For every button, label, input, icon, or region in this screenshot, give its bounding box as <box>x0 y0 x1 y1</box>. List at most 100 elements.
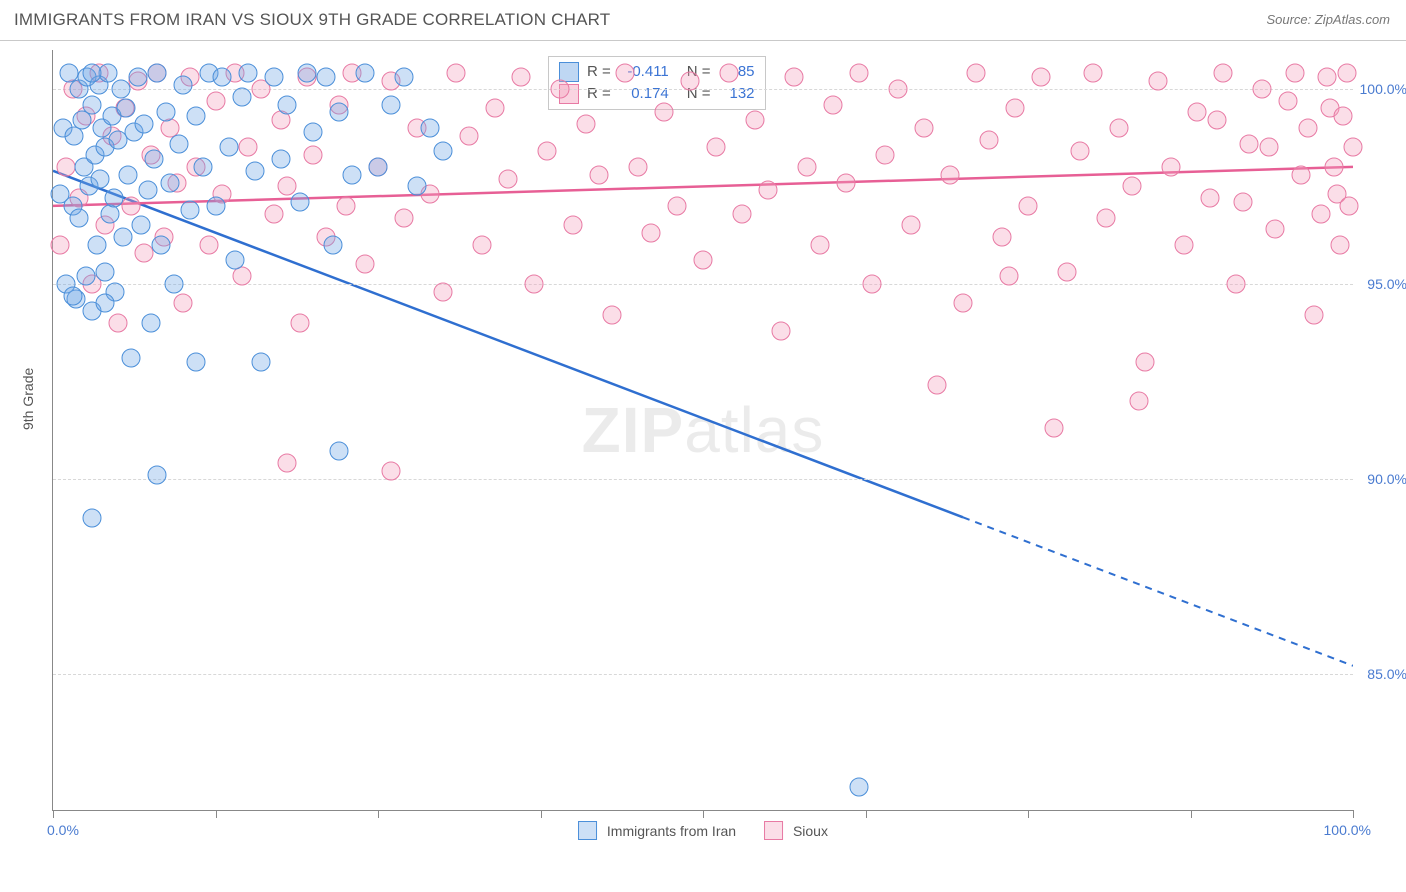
scatter-point <box>408 177 427 196</box>
scatter-point <box>486 99 505 118</box>
y-tick-label: 100.0% <box>1360 81 1406 97</box>
scatter-point <box>1201 189 1220 208</box>
scatter-point <box>1337 64 1356 83</box>
scatter-point <box>271 150 290 169</box>
scatter-point <box>148 64 167 83</box>
scatter-point <box>538 142 557 161</box>
x-tick <box>216 810 217 818</box>
scatter-point <box>239 138 258 157</box>
scatter-point <box>141 313 160 332</box>
scatter-point <box>135 115 154 134</box>
scatter-point <box>265 68 284 87</box>
scatter-point <box>1318 68 1337 87</box>
scatter-point <box>356 64 375 83</box>
scatter-point <box>174 76 193 95</box>
scatter-point <box>122 348 141 367</box>
legend-bottom: Immigrants from Iran Sioux <box>578 821 828 840</box>
scatter-point <box>1123 177 1142 196</box>
y-axis-title: 9th Grade <box>20 368 36 430</box>
scatter-point <box>96 294 115 313</box>
header: IMMIGRANTS FROM IRAN VS SIOUX 9TH GRADE … <box>0 0 1406 41</box>
scatter-point <box>967 64 986 83</box>
scatter-point <box>1136 352 1155 371</box>
scatter-point <box>811 235 830 254</box>
scatter-point <box>421 118 440 137</box>
scatter-point <box>954 294 973 313</box>
scatter-point <box>473 235 492 254</box>
scatter-point <box>460 126 479 145</box>
scatter-point <box>785 68 804 87</box>
x-tick <box>1191 810 1192 818</box>
scatter-point <box>1188 103 1207 122</box>
scatter-point <box>323 235 342 254</box>
scatter-point <box>1006 99 1025 118</box>
scatter-point <box>1279 91 1298 110</box>
scatter-point <box>382 95 401 114</box>
x-tick <box>1353 810 1354 818</box>
scatter-point <box>304 146 323 165</box>
legend-label-iran: Immigrants from Iran <box>607 823 736 839</box>
scatter-point <box>161 173 180 192</box>
scatter-point <box>1340 196 1359 215</box>
scatter-point <box>297 64 316 83</box>
scatter-point <box>232 87 251 106</box>
scatter-point <box>1259 138 1278 157</box>
scatter-point <box>1233 193 1252 212</box>
x-tick <box>703 810 704 818</box>
scatter-point <box>304 122 323 141</box>
scatter-point <box>1162 157 1181 176</box>
scatter-point <box>369 157 388 176</box>
x-tick <box>1028 810 1029 818</box>
x-axis-min-label: 0.0% <box>47 822 79 838</box>
scatter-point <box>226 251 245 270</box>
scatter-point <box>122 196 141 215</box>
scatter-point <box>999 267 1018 286</box>
scatter-point <box>109 313 128 332</box>
scatter-point <box>213 68 232 87</box>
scatter-point <box>1214 64 1233 83</box>
scatter-point <box>512 68 531 87</box>
scatter-point <box>1344 138 1363 157</box>
scatter-point <box>265 204 284 223</box>
scatter-point <box>590 165 609 184</box>
scatter-point <box>1058 263 1077 282</box>
scatter-point <box>1266 220 1285 239</box>
scatter-point <box>83 95 102 114</box>
scatter-point <box>50 235 69 254</box>
scatter-point <box>57 157 76 176</box>
scatter-point <box>564 216 583 235</box>
scatter-point <box>1207 111 1226 130</box>
scatter-point <box>200 235 219 254</box>
scatter-point <box>1227 274 1246 293</box>
scatter-point <box>114 228 133 247</box>
scatter-point <box>1149 72 1168 91</box>
x-tick <box>378 810 379 818</box>
scatter-point <box>603 306 622 325</box>
legend-label-sioux: Sioux <box>793 823 828 839</box>
scatter-point <box>850 64 869 83</box>
scatter-point <box>138 181 157 200</box>
scatter-point <box>980 130 999 149</box>
y-tick-label: 95.0% <box>1367 276 1406 292</box>
watermark-atlas: atlas <box>684 394 824 466</box>
scatter-point <box>434 142 453 161</box>
scatter-point <box>629 157 648 176</box>
scatter-point <box>1324 157 1343 176</box>
scatter-point <box>395 208 414 227</box>
x-axis-max-label: 100.0% <box>1324 822 1371 838</box>
scatter-point <box>746 111 765 130</box>
scatter-point <box>1110 118 1129 137</box>
scatter-point <box>132 216 151 235</box>
scatter-point <box>941 165 960 184</box>
gridline <box>53 479 1353 480</box>
scatter-point <box>1175 235 1194 254</box>
scatter-point <box>148 465 167 484</box>
scatter-point <box>164 274 183 293</box>
scatter-point <box>88 235 107 254</box>
scatter-point <box>889 79 908 98</box>
scatter-point <box>928 376 947 395</box>
scatter-point <box>863 274 882 293</box>
plot-area: ZIPatlas R = -0.411 N = 85 R = 0.174 N =… <box>52 50 1353 811</box>
scatter-point <box>291 313 310 332</box>
watermark: ZIPatlas <box>582 393 825 467</box>
